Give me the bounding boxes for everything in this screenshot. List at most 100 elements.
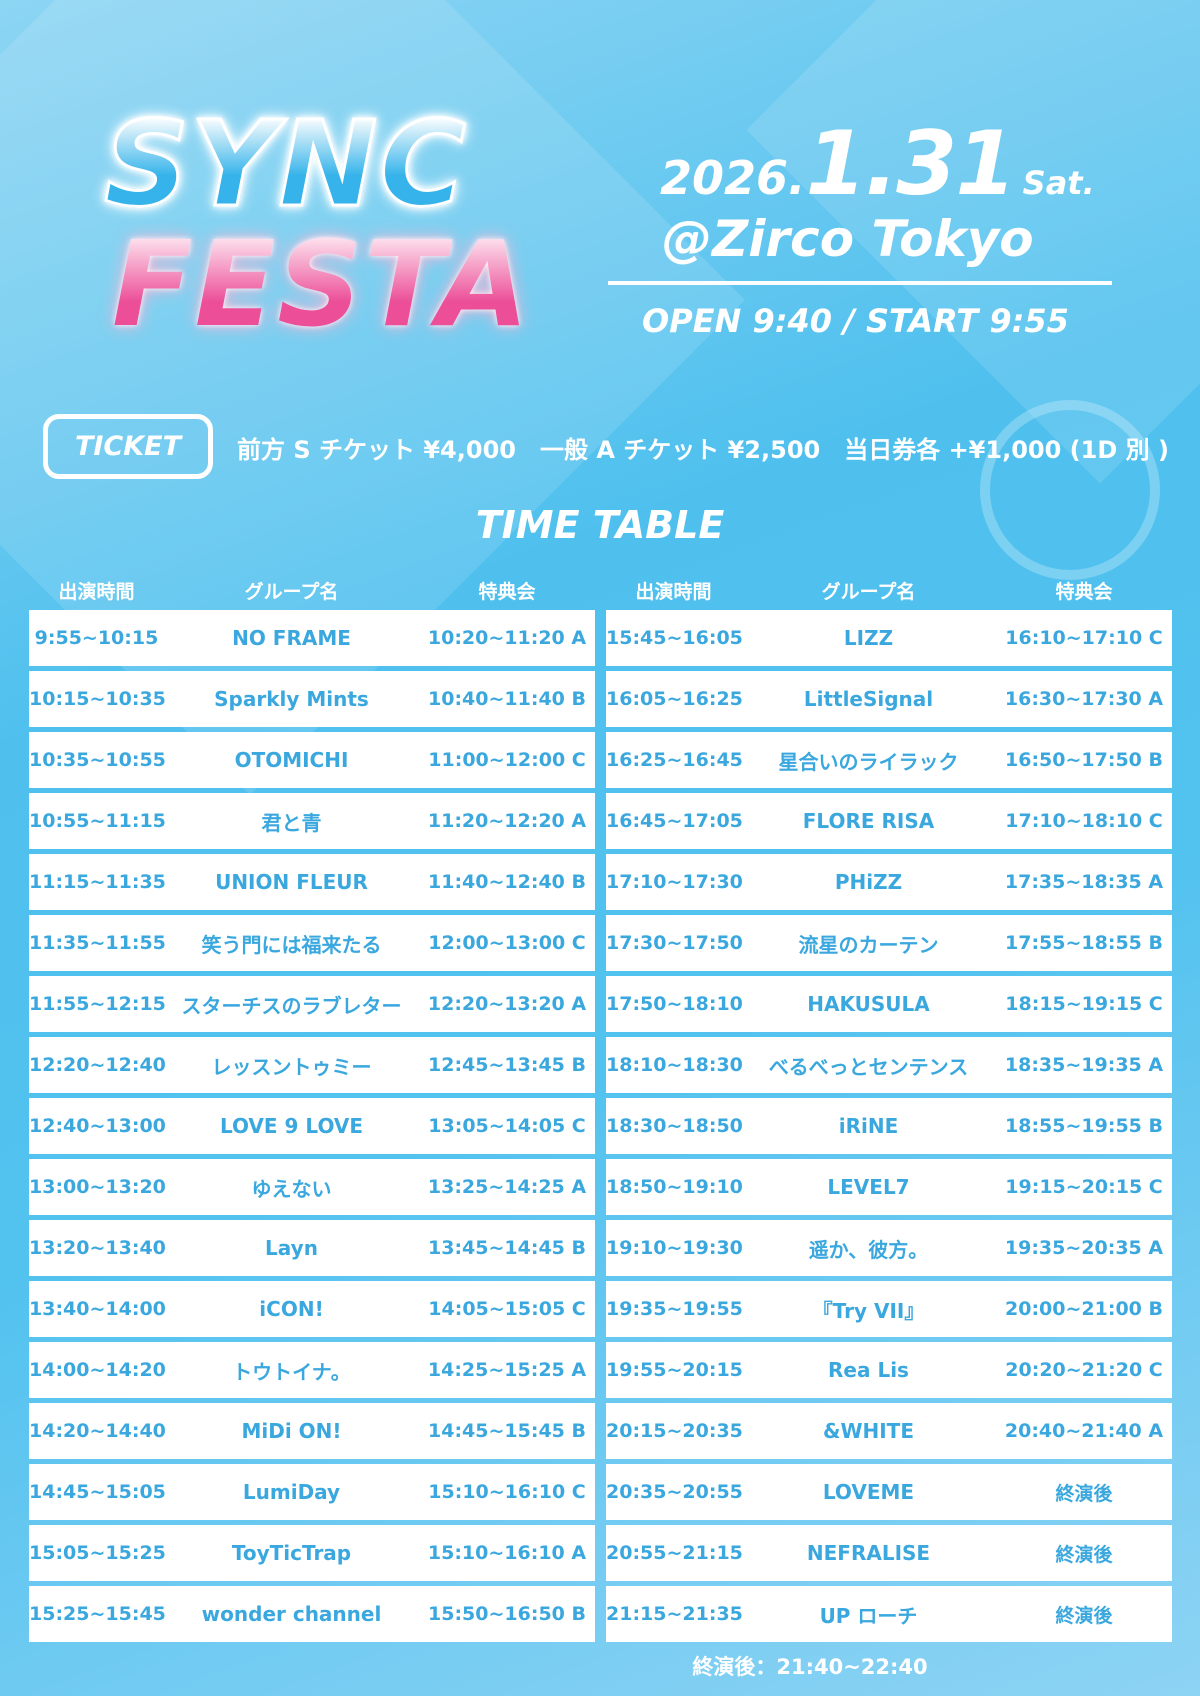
- table-row: 10:15~10:35 Sparkly Mints 10:40~11:40 B: [29, 671, 595, 727]
- group-cell: MiDi ON!: [241, 1419, 342, 1443]
- group-cell: LittleSignal: [803, 687, 934, 711]
- header-benefit: 特典会: [1055, 580, 1113, 603]
- benefit-cell: 20:00~21:00 B: [1005, 1298, 1163, 1320]
- group-cell: 星合いのライラック: [778, 749, 959, 774]
- time-cell: 9:55~10:15: [34, 627, 159, 649]
- benefit-cell: 12:45~13:45 B: [428, 1054, 586, 1076]
- time-cell: 18:30~18:50: [606, 1115, 743, 1137]
- table-row: 17:50~18:10 HAKUSULA 18:15~19:15 C: [606, 976, 1172, 1032]
- time-cell: 14:20~14:40: [29, 1420, 166, 1442]
- group-cell: 流星のカーテン: [798, 932, 939, 957]
- group-cell: LEVEL7: [827, 1175, 910, 1199]
- group-cell: 『Try VII』: [812, 1298, 925, 1323]
- time-cell: 13:00~13:20: [29, 1176, 166, 1198]
- time-cell: 14:00~14:20: [29, 1359, 166, 1381]
- time-cell: 16:25~16:45: [606, 749, 743, 771]
- logo-festa: FESTA: [112, 215, 531, 353]
- benefit-cell: 10:40~11:40 B: [428, 688, 586, 710]
- time-cell: 17:10~17:30: [606, 871, 743, 893]
- event-year: 2026.: [660, 151, 806, 205]
- table-row: 18:30~18:50 iRiNE 18:55~19:55 B: [606, 1098, 1172, 1154]
- table-row: 17:10~17:30 PHiZZ 17:35~18:35 A: [606, 854, 1172, 910]
- benefit-cell: 18:35~19:35 A: [1004, 1054, 1164, 1076]
- benefit-cell: 17:10~18:10 C: [1005, 810, 1163, 832]
- table-row: 15:45~16:05 LIZZ 16:10~17:10 C: [606, 610, 1172, 666]
- benefit-cell: 13:25~14:25 A: [427, 1176, 587, 1198]
- table-row: 11:15~11:35 UNION FLEUR 11:40~12:40 B: [29, 854, 595, 910]
- table-row: 20:15~20:35 &WHITE 20:40~21:40 A: [606, 1403, 1172, 1459]
- benefit-cell: 15:10~16:10 A: [427, 1542, 587, 1564]
- timetable-title: TIME TABLE: [475, 503, 725, 547]
- time-cell: 18:50~19:10: [606, 1176, 743, 1198]
- benefit-cell: 11:40~12:40 B: [428, 871, 586, 893]
- time-cell: 20:15~20:35: [606, 1420, 743, 1442]
- table-row: 20:35~20:55 LOVEME 終演後: [606, 1464, 1172, 1520]
- benefit-cell: 18:15~19:15 C: [1005, 993, 1163, 1015]
- group-cell: &WHITE: [823, 1419, 914, 1443]
- group-cell: 笑う門には福来たる: [201, 932, 382, 957]
- group-cell: iCON!: [259, 1297, 324, 1321]
- benefit-cell: 終演後: [1055, 1482, 1113, 1505]
- header-time: 出演時間: [635, 580, 712, 603]
- group-cell: Rea Lis: [828, 1358, 909, 1382]
- benefit-cell: 19:15~20:15 C: [1005, 1176, 1163, 1198]
- ticket-label: TICKET: [43, 414, 213, 479]
- time-cell: 21:15~21:35: [606, 1603, 743, 1625]
- time-cell: 19:10~19:30: [606, 1237, 743, 1259]
- after-show-note: 終演後：21:40~22:40: [692, 1655, 928, 1679]
- header-benefit: 特典会: [478, 580, 536, 603]
- table-row: 10:35~10:55 OTOMICHI 11:00~12:00 C: [29, 732, 595, 788]
- table-row: 10:55~11:15 君と青 11:20~12:20 A: [29, 793, 595, 849]
- benefit-cell: 14:45~15:45 B: [428, 1420, 586, 1442]
- benefit-cell: 20:40~21:40 A: [1004, 1420, 1164, 1442]
- table-row: 19:35~19:55 『Try VII』 20:00~21:00 B: [606, 1281, 1172, 1337]
- open-start-time: OPEN 9:40 / START 9:55: [642, 302, 1069, 340]
- group-cell: FLORE RISA: [802, 809, 935, 833]
- benefit-cell: 19:35~20:35 A: [1004, 1237, 1164, 1259]
- time-cell: 12:20~12:40: [29, 1054, 166, 1076]
- group-cell: NEFRALISE: [806, 1541, 931, 1565]
- benefit-cell: 20:20~21:20 C: [1005, 1359, 1163, 1381]
- group-cell: べるべっとセンテンス: [768, 1054, 969, 1079]
- table-row: 18:10~18:30 べるべっとセンテンス 18:35~19:35 A: [606, 1037, 1172, 1093]
- group-cell: PHiZZ: [834, 870, 903, 894]
- divider: [608, 281, 1112, 285]
- group-cell: wonder channel: [201, 1602, 382, 1626]
- group-cell: LIZZ: [843, 626, 894, 650]
- group-cell: LumiDay: [242, 1480, 341, 1504]
- table-row: 17:30~17:50 流星のカーテン 17:55~18:55 B: [606, 915, 1172, 971]
- benefit-cell: 12:00~13:00 C: [428, 932, 586, 954]
- group-cell: トウトイナ。: [232, 1359, 351, 1384]
- time-cell: 11:15~11:35: [29, 871, 166, 893]
- time-cell: 18:10~18:30: [606, 1054, 743, 1076]
- group-cell: iRiNE: [838, 1114, 899, 1138]
- header-group: グループ名: [244, 580, 339, 603]
- time-cell: 17:50~18:10: [606, 993, 743, 1015]
- table-row: 13:20~13:40 Layn 13:45~14:45 B: [29, 1220, 595, 1276]
- event-date: 2026.1.31 Sat.: [660, 112, 1095, 215]
- group-cell: OTOMICHI: [234, 748, 349, 772]
- time-cell: 12:40~13:00: [29, 1115, 166, 1137]
- event-weekday: Sat.: [1022, 164, 1095, 202]
- group-cell: ゆえない: [251, 1176, 332, 1201]
- time-cell: 15:45~16:05: [606, 627, 743, 649]
- time-cell: 15:05~15:25: [29, 1542, 166, 1564]
- table-row: 12:20~12:40 レッスントゥミー 12:45~13:45 B: [29, 1037, 595, 1093]
- table-row: 19:55~20:15 Rea Lis 20:20~21:20 C: [606, 1342, 1172, 1398]
- header-time: 出演時間: [58, 580, 135, 603]
- group-cell: UP ローチ: [819, 1603, 918, 1628]
- time-cell: 11:35~11:55: [29, 932, 166, 954]
- timetable-right: 出演時間 グループ名 特典会 15:45~16:05 LIZZ 16:10~17:1…: [606, 575, 1172, 1642]
- table-header: 出演時間 グループ名 特典会: [606, 575, 1172, 605]
- table-row: 12:40~13:00 LOVE 9 LOVE 13:05~14:05 C: [29, 1098, 595, 1154]
- table-row: 16:45~17:05 FLORE RISA 17:10~18:10 C: [606, 793, 1172, 849]
- ring-decoration: [980, 400, 1160, 580]
- group-cell: 君と青: [261, 810, 322, 835]
- benefit-cell: 13:05~14:05 C: [428, 1115, 586, 1137]
- table-row: 11:55~12:15 スターチスのラブレター 12:20~13:20 A: [29, 976, 595, 1032]
- benefit-cell: 18:55~19:55 B: [1005, 1115, 1163, 1137]
- table-row: 21:15~21:35 UP ローチ 終演後: [606, 1586, 1172, 1642]
- time-cell: 19:55~20:15: [606, 1359, 743, 1381]
- time-cell: 20:55~21:15: [606, 1542, 743, 1564]
